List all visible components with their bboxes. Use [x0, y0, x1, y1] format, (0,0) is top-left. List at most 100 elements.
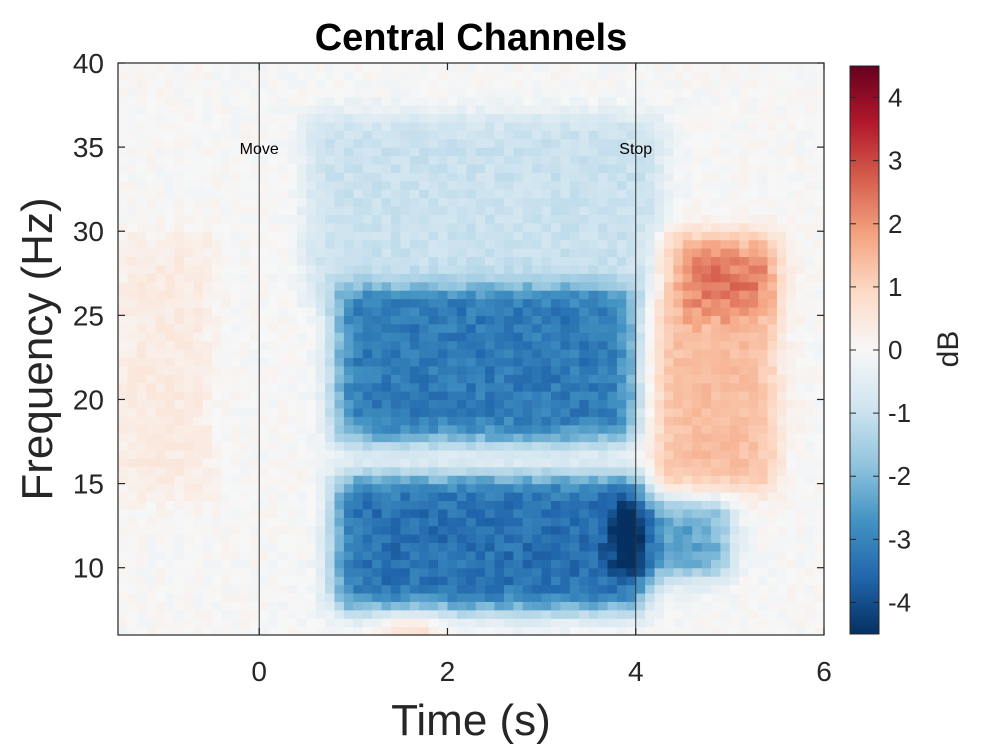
heatmap-cell: [475, 449, 486, 459]
heatmap-cell: [127, 79, 138, 89]
heatmap-cell: [118, 550, 129, 560]
heatmap-cell: [692, 63, 703, 73]
heatmap-cell: [334, 584, 345, 594]
heatmap-cell: [230, 340, 241, 350]
heatmap-cell: [428, 382, 439, 392]
heatmap-cell: [532, 248, 543, 258]
heatmap-cell: [541, 492, 552, 502]
heatmap-cell: [287, 105, 298, 115]
heatmap-cell: [438, 206, 449, 216]
heatmap-cell: [325, 180, 336, 190]
heatmap-cell: [362, 534, 373, 544]
heatmap-cell: [503, 374, 514, 384]
heatmap-cell: [146, 492, 157, 502]
heatmap-cell: [381, 298, 392, 308]
heatmap-cell: [334, 466, 345, 476]
heatmap-cell: [428, 492, 439, 502]
heatmap-cell: [127, 584, 138, 594]
heatmap-cell: [278, 290, 289, 300]
heatmap-cell: [390, 180, 401, 190]
heatmap-cell: [720, 155, 731, 165]
heatmap-cell: [287, 466, 298, 476]
heatmap-cell: [551, 382, 562, 392]
heatmap-cell: [127, 239, 138, 249]
heatmap-cell: [532, 592, 543, 602]
heatmap-cell: [805, 626, 816, 636]
heatmap-cell: [118, 256, 129, 266]
heatmap-cell: [287, 508, 298, 518]
heatmap-cell: [230, 256, 241, 266]
heatmap-cell: [513, 248, 524, 258]
heatmap-cell: [522, 172, 533, 182]
heatmap-cell: [541, 517, 552, 527]
heatmap-cell: [551, 374, 562, 384]
heatmap-cell: [767, 214, 778, 224]
heatmap-cell: [362, 290, 373, 300]
heatmap-cell: [183, 138, 194, 148]
heatmap-cell: [739, 248, 750, 258]
heatmap-cell: [212, 189, 223, 199]
heatmap-cell: [183, 618, 194, 628]
heatmap-cell: [334, 550, 345, 560]
heatmap-cell: [786, 475, 797, 485]
heatmap-cell: [400, 290, 411, 300]
heatmap-cell: [259, 214, 270, 224]
heatmap-cell: [268, 298, 279, 308]
heatmap-cell: [174, 180, 185, 190]
heatmap-cell: [221, 105, 232, 115]
heatmap-cell: [532, 256, 543, 266]
heatmap-cell: [136, 315, 147, 325]
heatmap-cell: [390, 79, 401, 89]
heatmap-cell: [183, 214, 194, 224]
heatmap-cell: [616, 407, 627, 417]
heatmap-cell: [136, 121, 147, 131]
heatmap-cell: [579, 71, 590, 81]
heatmap-cell: [767, 79, 778, 89]
heatmap-cell: [522, 163, 533, 173]
heatmap-cell: [343, 172, 354, 182]
heatmap-cell: [240, 298, 251, 308]
heatmap-cell: [494, 206, 505, 216]
heatmap-cell: [419, 500, 430, 510]
heatmap-cell: [758, 601, 769, 611]
heatmap-cell: [485, 138, 496, 148]
heatmap-cell: [381, 550, 392, 560]
heatmap-cell: [155, 214, 166, 224]
heatmap-cell: [682, 214, 693, 224]
heatmap-cell: [635, 147, 646, 157]
heatmap-cell: [522, 357, 533, 367]
heatmap-cell: [635, 382, 646, 392]
heatmap-cell: [296, 500, 307, 510]
heatmap-cell: [334, 222, 345, 232]
heatmap-cell: [306, 332, 317, 342]
heatmap-cell: [635, 214, 646, 224]
heatmap-cell: [569, 96, 580, 106]
heatmap-cell: [513, 105, 524, 115]
heatmap-cell: [795, 256, 806, 266]
heatmap-cell: [381, 567, 392, 577]
heatmap-cell: [249, 584, 260, 594]
heatmap-cell: [259, 492, 270, 502]
heatmap-cell: [127, 449, 138, 459]
heatmap-cell: [202, 374, 213, 384]
heatmap-cell: [428, 138, 439, 148]
heatmap-cell: [645, 576, 656, 586]
heatmap-cell: [146, 626, 157, 636]
heatmap-cell: [786, 197, 797, 207]
heatmap-cell: [409, 155, 420, 165]
heatmap-cell: [438, 399, 449, 409]
heatmap-cell: [306, 105, 317, 115]
heatmap-cell: [663, 155, 674, 165]
heatmap-cell: [353, 357, 364, 367]
heatmap-cell: [268, 416, 279, 426]
heatmap-cell: [711, 517, 722, 527]
heatmap-cell: [776, 197, 787, 207]
heatmap-cell: [626, 492, 637, 502]
heatmap-cell: [475, 525, 486, 535]
heatmap-cell: [588, 618, 599, 628]
heatmap-cell: [654, 172, 665, 182]
heatmap-cell: [146, 416, 157, 426]
heatmap-cell: [795, 374, 806, 384]
heatmap-cell: [475, 71, 486, 81]
heatmap-cell: [362, 163, 373, 173]
